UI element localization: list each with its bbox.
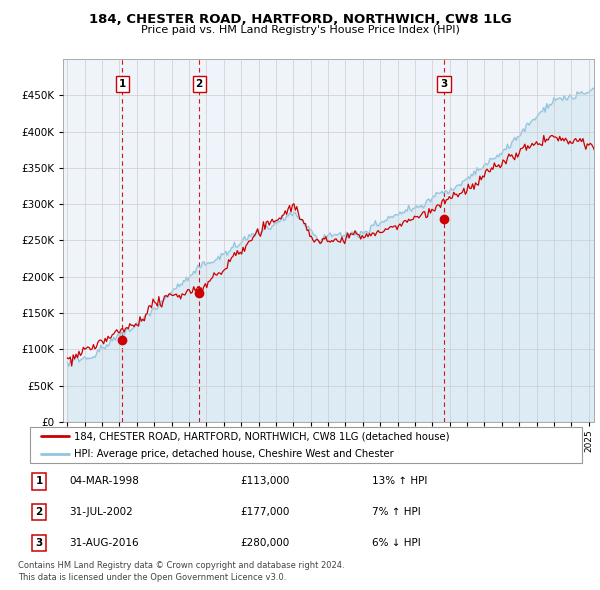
Text: HPI: Average price, detached house, Cheshire West and Chester: HPI: Average price, detached house, Ches… <box>74 449 394 459</box>
Text: 2: 2 <box>35 507 43 517</box>
Text: 3: 3 <box>440 80 448 90</box>
Text: 3: 3 <box>35 538 43 548</box>
Text: 13% ↑ HPI: 13% ↑ HPI <box>372 477 427 486</box>
Text: This data is licensed under the Open Government Licence v3.0.: This data is licensed under the Open Gov… <box>18 573 286 582</box>
Text: 6% ↓ HPI: 6% ↓ HPI <box>372 538 421 548</box>
Text: 184, CHESTER ROAD, HARTFORD, NORTHWICH, CW8 1LG (detached house): 184, CHESTER ROAD, HARTFORD, NORTHWICH, … <box>74 431 449 441</box>
Text: 184, CHESTER ROAD, HARTFORD, NORTHWICH, CW8 1LG: 184, CHESTER ROAD, HARTFORD, NORTHWICH, … <box>89 13 511 26</box>
Text: 31-AUG-2016: 31-AUG-2016 <box>69 538 139 548</box>
Text: £177,000: £177,000 <box>240 507 289 517</box>
Text: Price paid vs. HM Land Registry's House Price Index (HPI): Price paid vs. HM Land Registry's House … <box>140 25 460 35</box>
Text: 1: 1 <box>35 477 43 486</box>
Text: £280,000: £280,000 <box>240 538 289 548</box>
Text: 2: 2 <box>196 80 203 90</box>
Text: Contains HM Land Registry data © Crown copyright and database right 2024.: Contains HM Land Registry data © Crown c… <box>18 561 344 570</box>
FancyBboxPatch shape <box>30 427 582 463</box>
Text: 1: 1 <box>119 80 126 90</box>
Text: 31-JUL-2002: 31-JUL-2002 <box>69 507 133 517</box>
Text: £113,000: £113,000 <box>240 477 289 486</box>
Text: 7% ↑ HPI: 7% ↑ HPI <box>372 507 421 517</box>
Text: 04-MAR-1998: 04-MAR-1998 <box>69 477 139 486</box>
